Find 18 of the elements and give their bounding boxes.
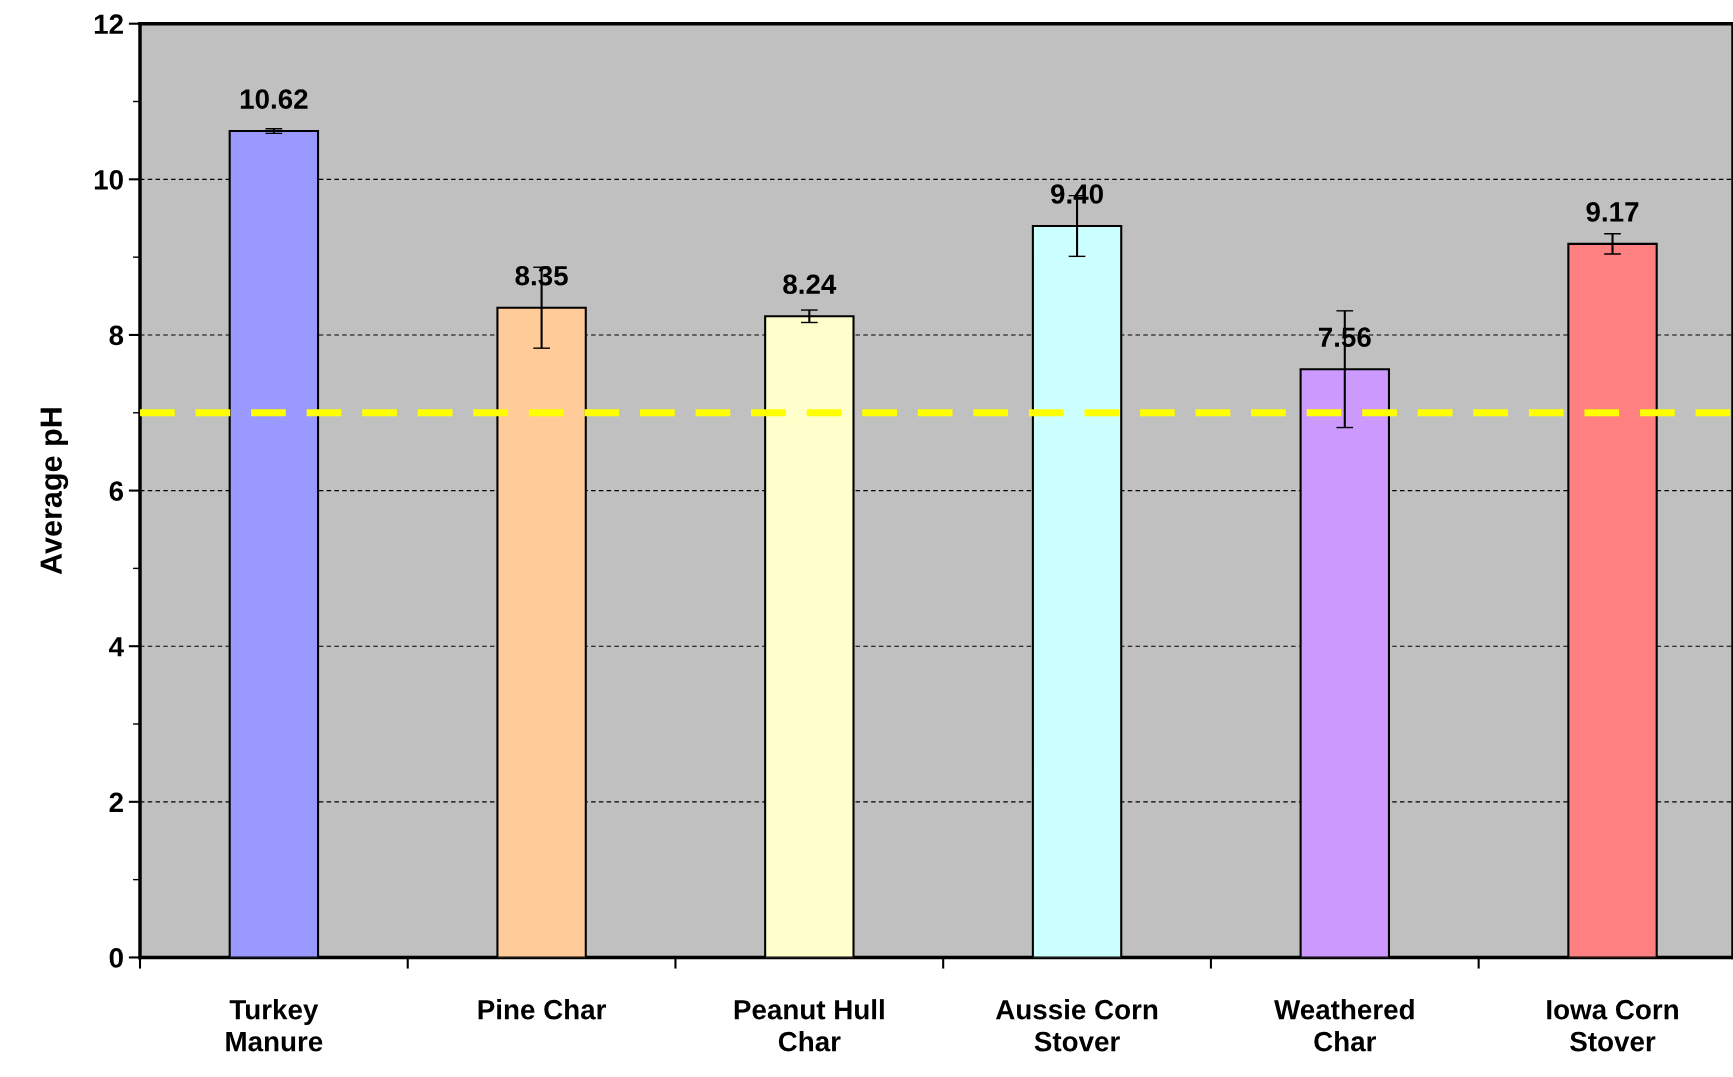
x-tick-label: Aussie Corn Stover <box>995 999 1158 1052</box>
data-label: 9.17 <box>1586 202 1639 222</box>
data-label: 8.24 <box>783 274 837 295</box>
data-label: 10.62 <box>240 89 308 109</box>
data-label: 9.40 <box>1050 184 1103 204</box>
y-tick-label: 10 <box>94 169 123 190</box>
y-tick-label: 8 <box>109 325 124 346</box>
y-tick-label: 2 <box>109 792 123 812</box>
y-tick-label: 6 <box>109 481 124 501</box>
y-tick-label: 4 <box>109 637 124 657</box>
x-tick-label: Turkey Manure <box>226 999 323 1052</box>
y-tick-label: 12 <box>94 14 123 34</box>
y-tick-label: 0 <box>109 948 123 968</box>
x-tick-label: Iowa Corn Stover <box>1547 999 1678 1052</box>
x-tick-label: Weathered Char <box>1274 999 1414 1052</box>
x-tick-label: Pine Char <box>478 999 607 1020</box>
x-tick-label: Peanut Hull Char <box>734 999 884 1052</box>
y-axis-title: Average pH <box>40 408 69 575</box>
